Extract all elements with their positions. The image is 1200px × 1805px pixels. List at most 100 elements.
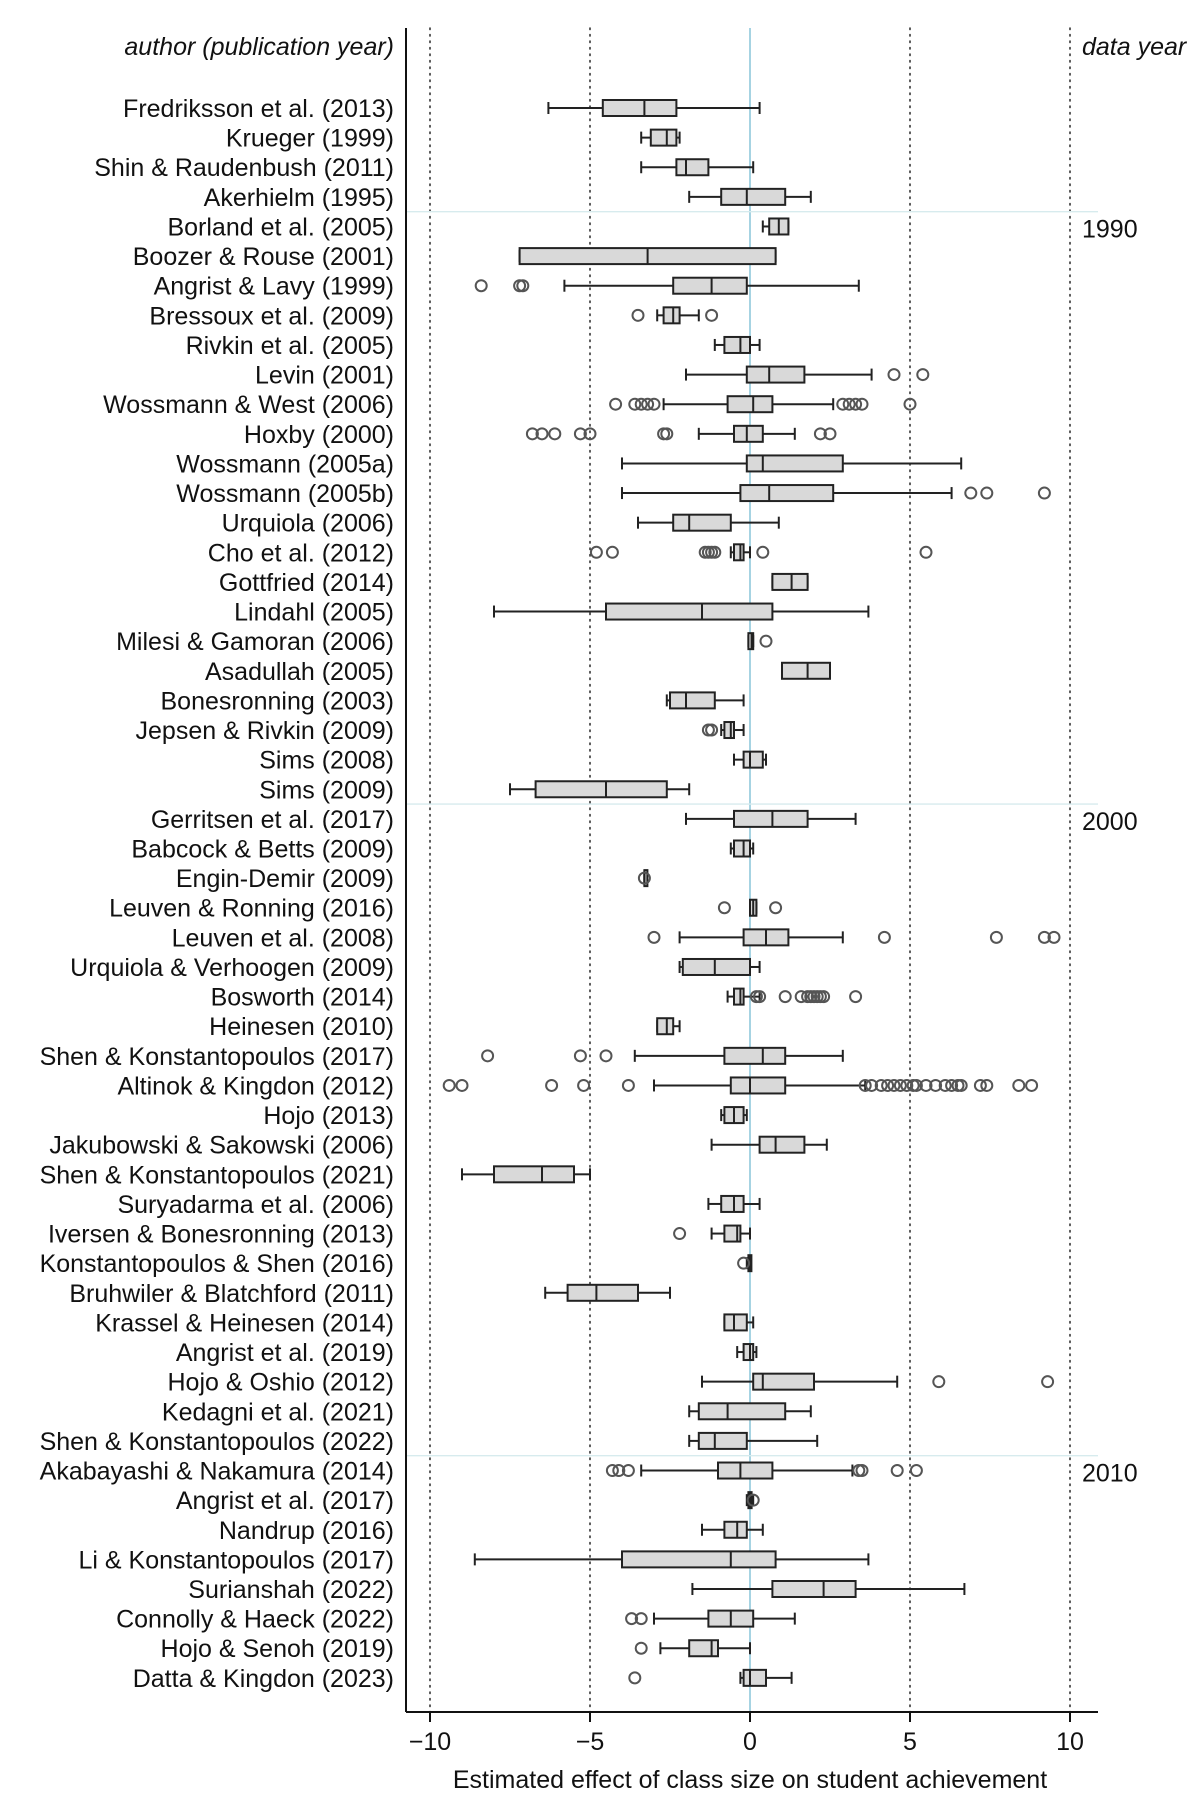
outlier-point xyxy=(909,1464,923,1478)
study-box-row xyxy=(481,1046,844,1065)
study-label: Wossmann & West (2006) xyxy=(103,391,394,419)
outlier-point xyxy=(634,1641,648,1655)
study-label: Suryadarma et al. (2006) xyxy=(117,1191,394,1219)
outlier-point xyxy=(634,397,648,411)
study-box-row xyxy=(525,424,837,443)
iqr-box xyxy=(758,1135,806,1154)
iqr-box xyxy=(739,484,835,503)
outlier-point xyxy=(548,427,562,441)
study-box-row xyxy=(628,1668,793,1687)
outlier-point xyxy=(753,990,767,1004)
outlier-point xyxy=(605,545,619,559)
study-box-row xyxy=(701,1520,764,1539)
outlier-point xyxy=(769,901,783,915)
outlier-point xyxy=(938,1078,952,1092)
outlier-point xyxy=(1041,1375,1055,1389)
study-label: Shen & Konstantopoulos (2017) xyxy=(40,1043,394,1071)
outlier-point xyxy=(628,1671,642,1685)
study-label: Urquiola & Verhoogen (2009) xyxy=(70,954,394,982)
study-label: Krassel & Heinesen (2014) xyxy=(95,1309,394,1337)
study-label: Engin-Demir (2009) xyxy=(176,865,394,893)
iqr-box xyxy=(726,395,774,414)
study-box-row xyxy=(625,1609,796,1628)
study-label: Asadullah (2005) xyxy=(205,658,394,686)
study-label: Sims (2009) xyxy=(259,776,394,804)
outlier-point xyxy=(621,1078,635,1092)
study-box-row xyxy=(733,750,767,769)
outlier-point xyxy=(932,1375,946,1389)
outlier-point xyxy=(647,397,661,411)
study-label: Hojo & Senoh (2019) xyxy=(161,1635,394,1663)
iqr-box xyxy=(621,1550,777,1569)
outlier-point xyxy=(612,1464,626,1478)
study-box-row xyxy=(701,721,745,740)
outlier-point xyxy=(842,397,856,411)
outlier-point xyxy=(481,1049,495,1063)
study-label: Lindahl (2005) xyxy=(234,599,394,627)
iqr-box xyxy=(723,721,736,740)
study-box-row xyxy=(685,365,930,384)
study-label: Hojo (2013) xyxy=(263,1102,394,1130)
outlier-point xyxy=(916,368,930,382)
outlier-point xyxy=(887,368,901,382)
study-box-row xyxy=(710,1135,828,1154)
iqr-box xyxy=(493,1165,575,1184)
outlier-point xyxy=(621,1464,635,1478)
outlier-point xyxy=(890,1464,904,1478)
outlier-point xyxy=(545,1078,559,1092)
outlier-point xyxy=(609,397,623,411)
study-box-row xyxy=(544,1283,671,1302)
study-label: Akabayashi & Nakamura (2014) xyxy=(40,1458,394,1486)
iqr-box xyxy=(697,1402,787,1421)
x-axis-title: Estimated effect of class size on studen… xyxy=(453,1766,1047,1794)
iqr-box xyxy=(688,1639,720,1658)
outlier-point xyxy=(1012,1078,1026,1092)
study-box-row xyxy=(781,661,831,680)
outlier-point xyxy=(874,1078,888,1092)
outlier-point xyxy=(737,1256,751,1270)
outlier-point xyxy=(525,427,539,441)
study-box-row xyxy=(509,780,691,799)
outlier-point xyxy=(794,990,808,1004)
outlier-point xyxy=(817,990,831,1004)
study-label: Datta & Kingdon (2023) xyxy=(133,1665,394,1693)
iqr-box xyxy=(733,543,745,562)
study-box-row xyxy=(771,572,809,591)
study-box-row xyxy=(656,1017,681,1036)
study-label: Bosworth (2014) xyxy=(211,984,394,1012)
study-label: Wossmann (2005a) xyxy=(176,450,394,478)
study-box-row xyxy=(761,217,790,236)
iqr-box xyxy=(742,1668,767,1687)
study-box-row xyxy=(673,1224,751,1243)
x-tick-label: 5 xyxy=(903,1728,917,1756)
study-label: Angrist et al. (2017) xyxy=(176,1487,394,1515)
outlier-point xyxy=(673,1227,687,1241)
study-label: Angrist et al. (2019) xyxy=(176,1339,394,1367)
x-tick-label: −10 xyxy=(409,1728,451,1756)
study-label: Heinesen (2010) xyxy=(209,1013,394,1041)
outlier-point xyxy=(823,427,837,441)
outlier-point xyxy=(865,1078,879,1092)
study-label: Akerhielm (1995) xyxy=(204,184,394,212)
iqr-box xyxy=(534,780,668,799)
outlier-point xyxy=(964,486,978,500)
header-data-year: data year xyxy=(1082,33,1188,61)
outlier-point xyxy=(573,427,587,441)
study-box-row xyxy=(442,1076,1039,1095)
outlier-point xyxy=(855,397,869,411)
study-label: Jepsen & Rivkin (2009) xyxy=(136,717,394,745)
outlier-point xyxy=(813,427,827,441)
study-box-row xyxy=(691,1580,966,1598)
study-label: Bonesronning (2003) xyxy=(161,687,395,715)
outlier-point xyxy=(881,1078,895,1092)
x-tick-label: 10 xyxy=(1056,1728,1084,1756)
iqr-box xyxy=(733,424,764,443)
outlier-point xyxy=(641,397,655,411)
iqr-box xyxy=(733,839,751,858)
iqr-box xyxy=(566,1283,639,1302)
outlier-point xyxy=(577,1078,591,1092)
outlier-point xyxy=(705,308,719,322)
study-label: Bruhwiler & Blatchford (2011) xyxy=(69,1280,394,1308)
outlier-point xyxy=(660,427,674,441)
